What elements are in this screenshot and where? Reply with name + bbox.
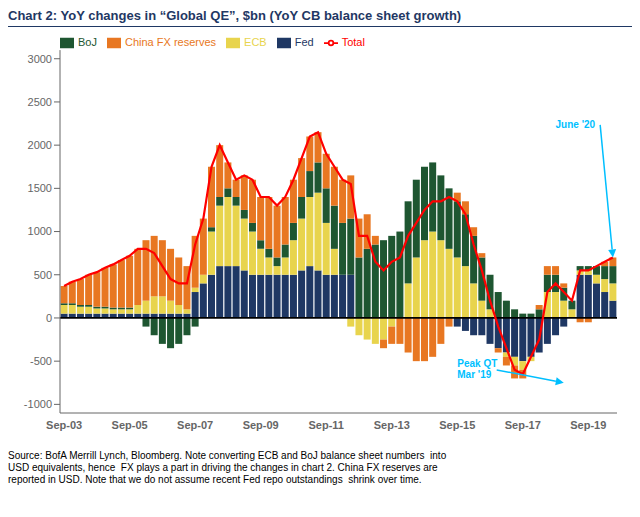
html-text:Source: BofA Merrill Lynch, Bl: Source: BofA Merrill Lynch, Bloomberg. N… [8,450,447,485]
html-text:ECB: ECB [244,36,267,48]
svg-text:-500: -500 [30,355,52,367]
svg-text:0: 0 [46,312,52,324]
svg-text:Sep-13: Sep-13 [374,419,410,431]
html-text:China FX reserves: China FX reserves [125,36,217,48]
svg-text:500: 500 [34,269,52,281]
svg-text:2000: 2000 [28,139,52,151]
svg-text:Sep-07: Sep-07 [177,419,213,431]
svg-text:Sep-19: Sep-19 [570,419,606,431]
svg-text:Sep-17: Sep-17 [505,419,541,431]
svg-text:Mar '19: Mar '19 [457,369,492,380]
html-text:Total: Total [341,36,365,48]
svg-text:3000: 3000 [28,53,52,65]
svg-text:-1000: -1000 [24,398,52,410]
svg-text:Sep-15: Sep-15 [439,419,475,431]
html-text:Fed: Fed [294,36,314,48]
html-text:Chart 2: YoY changes in “Globa: Chart 2: YoY changes in “Global QE”, $bn… [8,8,462,23]
svg-text:Sep-03: Sep-03 [46,419,82,431]
svg-text:Sep-11: Sep-11 [308,419,343,431]
svg-text:June '20: June '20 [556,119,596,130]
html-text:BoJ: BoJ [78,36,97,48]
svg-text:1000: 1000 [28,225,52,237]
svg-text:1500: 1500 [28,182,52,194]
svg-text:Peak QT: Peak QT [457,358,497,369]
svg-text:2500: 2500 [28,96,52,108]
svg-text:Sep-09: Sep-09 [243,419,279,431]
svg-text:Sep-05: Sep-05 [112,419,148,431]
